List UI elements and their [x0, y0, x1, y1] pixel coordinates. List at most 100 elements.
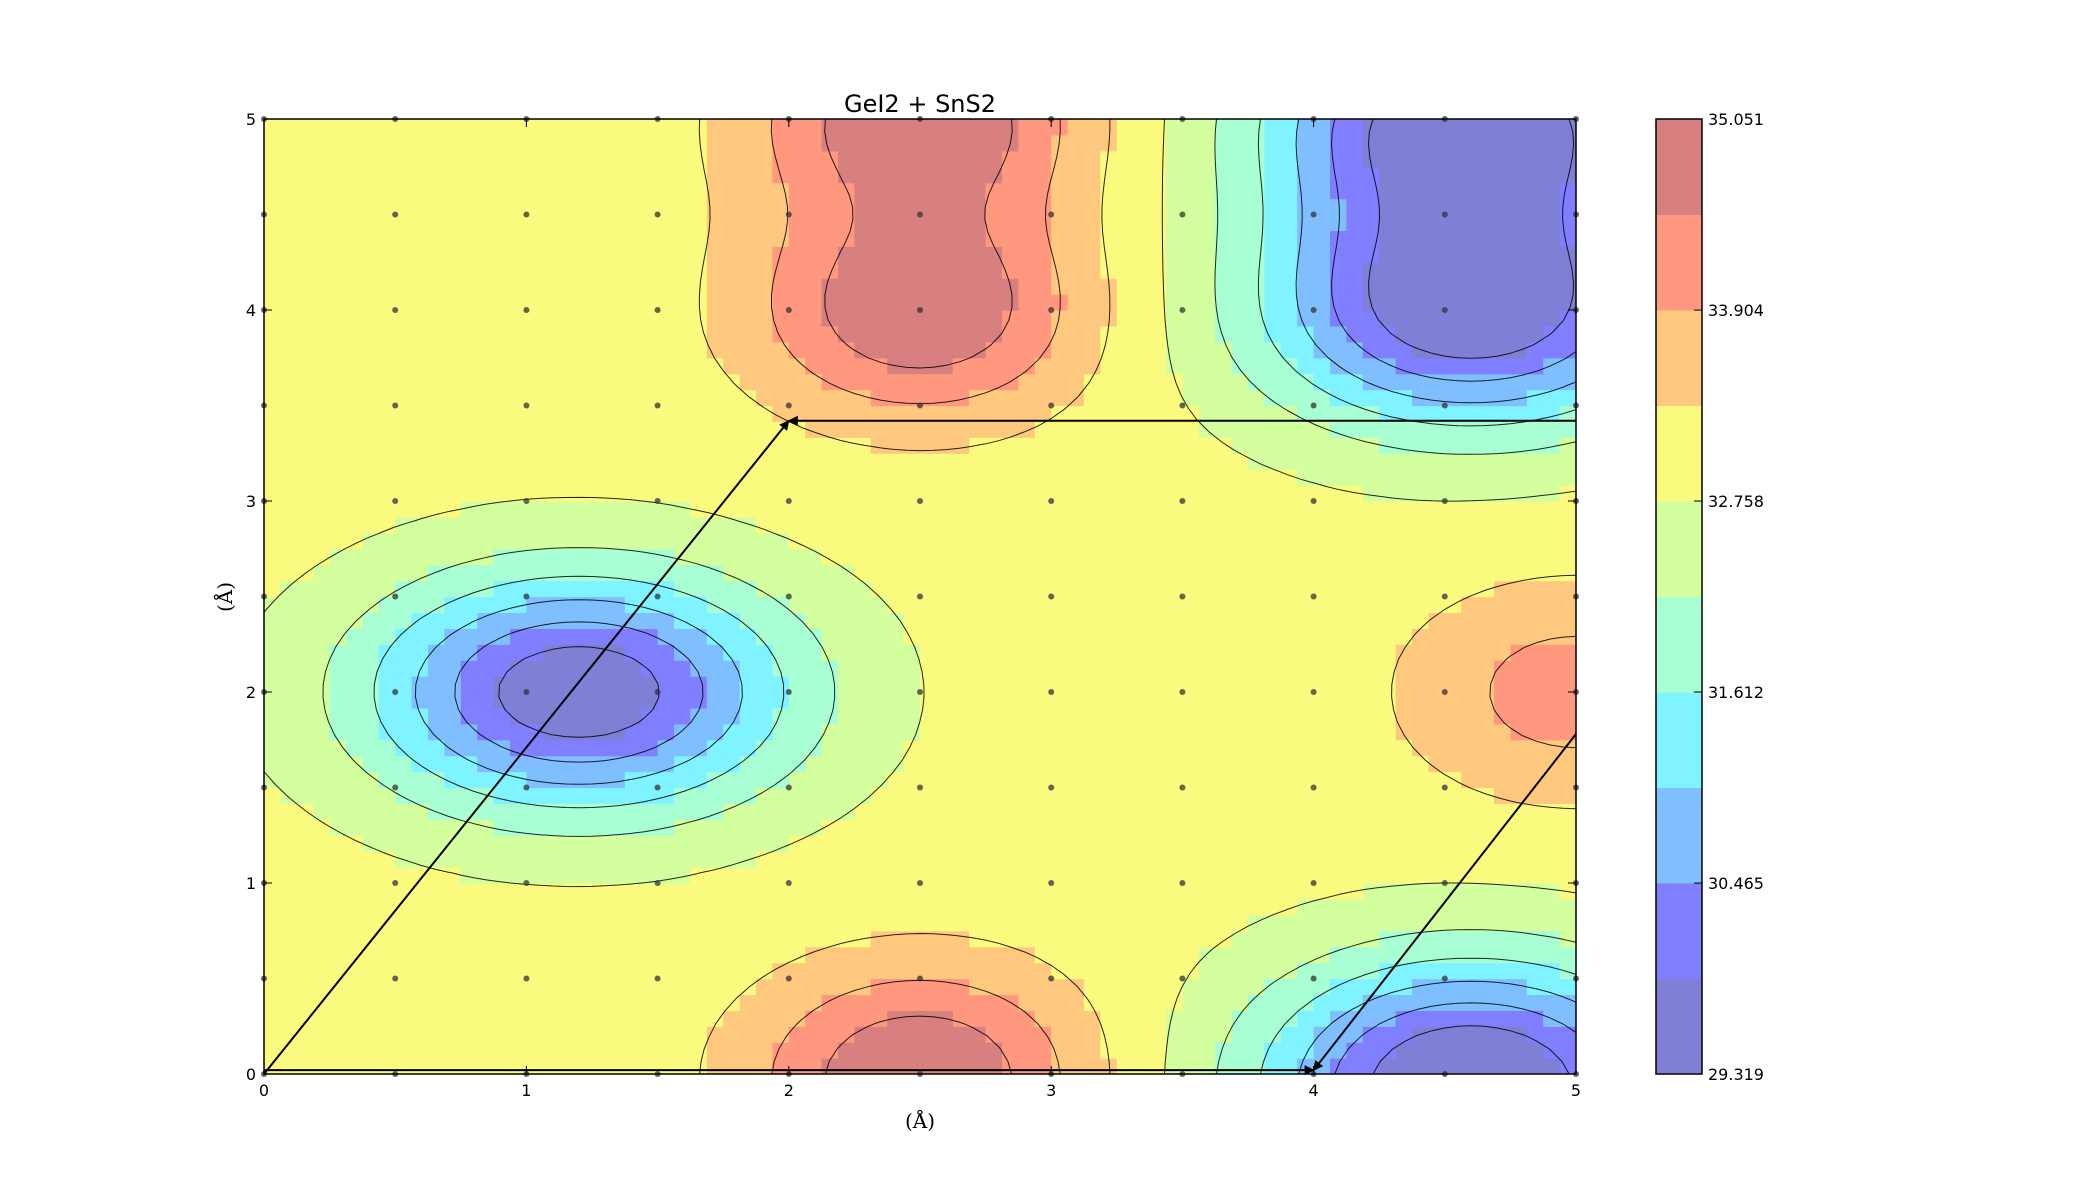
- field-cell: [1150, 803, 1167, 820]
- field-cell: [838, 310, 855, 327]
- field-cell: [1543, 692, 1560, 709]
- field-cell: [297, 310, 314, 327]
- field-cell: [1215, 421, 1232, 438]
- field-cell: [822, 469, 839, 486]
- field-cell: [297, 421, 314, 438]
- field-cell: [362, 883, 379, 900]
- field-cell: [772, 803, 789, 820]
- field-cell: [822, 612, 839, 629]
- field-cell: [477, 326, 494, 343]
- field-cell: [264, 1026, 281, 1043]
- field-cell: [1150, 262, 1167, 279]
- field-cell: [510, 135, 527, 152]
- field-cell: [346, 676, 363, 693]
- field-cell: [936, 915, 953, 932]
- field-cell: [789, 517, 806, 534]
- field-cell: [854, 167, 871, 184]
- field-cell: [1018, 183, 1035, 200]
- field-cell: [641, 406, 658, 423]
- field-cell: [1379, 676, 1396, 693]
- field-cell: [1330, 915, 1347, 932]
- field-cell: [1166, 724, 1183, 741]
- field-cell: [412, 453, 429, 470]
- field-cell: [1379, 772, 1396, 789]
- field-cell: [1560, 597, 1577, 614]
- field-cell: [362, 421, 379, 438]
- field-cell: [1182, 262, 1199, 279]
- field-cell: [461, 724, 478, 741]
- field-cell: [477, 1010, 494, 1027]
- field-cell: [1117, 994, 1134, 1011]
- field-cell: [1133, 183, 1150, 200]
- field-cell: [1100, 119, 1117, 136]
- field-cell: [707, 788, 724, 805]
- field-cell: [444, 931, 461, 948]
- field-cell: [1527, 899, 1544, 916]
- field-cell: [1232, 437, 1249, 454]
- field-cell: [1068, 549, 1085, 566]
- field-cell: [1018, 692, 1035, 709]
- field-cell: [1084, 390, 1101, 407]
- field-cell: [1510, 294, 1527, 311]
- field-cell: [1560, 660, 1577, 677]
- field-cell: [559, 899, 576, 916]
- field-cell: [838, 660, 855, 677]
- field-cell: [1248, 803, 1265, 820]
- field-cell: [1428, 406, 1445, 423]
- field-cell: [822, 215, 839, 232]
- field-cell: [1068, 374, 1085, 391]
- field-cell: [658, 1042, 675, 1059]
- field-cell: [346, 151, 363, 168]
- field-cell: [1068, 151, 1085, 168]
- field-cell: [1100, 533, 1117, 550]
- sample-point: [1179, 880, 1185, 886]
- field-cell: [1051, 756, 1068, 773]
- field-cell: [297, 1010, 314, 1027]
- field-cell: [379, 835, 396, 852]
- field-cell: [1002, 803, 1019, 820]
- field-cell: [969, 660, 986, 677]
- field-cell: [740, 835, 757, 852]
- field-cell: [1527, 994, 1544, 1011]
- field-cell: [904, 469, 921, 486]
- field-cell: [1396, 246, 1413, 263]
- field-cell: [297, 1058, 314, 1075]
- field-cell: [1264, 358, 1281, 375]
- field-cell: [1428, 628, 1445, 645]
- field-cell: [1232, 899, 1249, 916]
- field-cell: [412, 803, 429, 820]
- field-cell: [674, 628, 691, 645]
- field-cell: [444, 262, 461, 279]
- field-cell: [395, 979, 412, 996]
- field-cell: [379, 358, 396, 375]
- field-cell: [920, 740, 937, 757]
- field-cell: [412, 230, 429, 247]
- field-cell: [772, 230, 789, 247]
- field-cell: [854, 724, 871, 741]
- field-cell: [494, 215, 511, 232]
- field-cell: [789, 151, 806, 168]
- sample-point: [1311, 498, 1317, 504]
- field-cell: [1035, 517, 1052, 534]
- sample-point: [392, 785, 398, 791]
- field-cell: [1100, 167, 1117, 184]
- field-cell: [772, 756, 789, 773]
- field-cell: [805, 1042, 822, 1059]
- field-cell: [986, 612, 1003, 629]
- field-cell: [1478, 485, 1495, 502]
- field-cell: [494, 979, 511, 996]
- field-cell: [920, 851, 937, 868]
- field-cell: [1281, 517, 1298, 534]
- field-cell: [772, 326, 789, 343]
- field-cell: [1379, 119, 1396, 136]
- field-cell: [1396, 644, 1413, 661]
- field-cell: [871, 342, 888, 359]
- sample-point: [1442, 212, 1448, 218]
- field-cell: [1346, 1058, 1363, 1075]
- field-cell: [1396, 326, 1413, 343]
- field-cell: [1100, 326, 1117, 343]
- field-cell: [395, 819, 412, 836]
- field-cell: [1117, 215, 1134, 232]
- field-cell: [510, 215, 527, 232]
- field-cell: [838, 533, 855, 550]
